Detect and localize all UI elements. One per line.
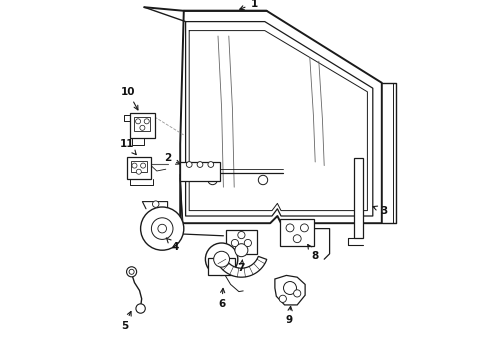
- FancyBboxPatch shape: [126, 157, 151, 179]
- Circle shape: [208, 162, 214, 167]
- Circle shape: [197, 162, 203, 167]
- FancyBboxPatch shape: [131, 161, 147, 172]
- Circle shape: [286, 224, 294, 232]
- Text: 2: 2: [164, 153, 180, 164]
- FancyBboxPatch shape: [134, 117, 150, 131]
- Circle shape: [238, 231, 245, 239]
- Circle shape: [144, 119, 149, 124]
- Circle shape: [214, 251, 229, 267]
- FancyBboxPatch shape: [354, 158, 363, 238]
- Circle shape: [140, 125, 145, 130]
- Circle shape: [300, 224, 308, 232]
- Text: 10: 10: [121, 87, 138, 110]
- Text: 1: 1: [240, 0, 258, 10]
- Circle shape: [258, 175, 268, 185]
- Circle shape: [129, 269, 134, 274]
- Circle shape: [235, 244, 248, 257]
- Circle shape: [141, 163, 146, 168]
- Text: 8: 8: [308, 244, 319, 261]
- Circle shape: [294, 290, 301, 297]
- Text: 7: 7: [238, 260, 245, 273]
- Circle shape: [132, 163, 137, 168]
- Circle shape: [152, 201, 159, 207]
- FancyBboxPatch shape: [180, 162, 220, 181]
- Circle shape: [158, 224, 167, 233]
- Text: 6: 6: [218, 288, 225, 309]
- Circle shape: [186, 162, 192, 167]
- Polygon shape: [275, 275, 305, 305]
- Text: 4: 4: [166, 238, 178, 252]
- Circle shape: [141, 207, 184, 250]
- Circle shape: [136, 119, 141, 124]
- Circle shape: [151, 218, 173, 239]
- Circle shape: [205, 243, 238, 275]
- FancyBboxPatch shape: [130, 113, 155, 138]
- Circle shape: [293, 235, 301, 243]
- Circle shape: [136, 304, 145, 313]
- Text: 11: 11: [120, 139, 136, 154]
- Text: 3: 3: [373, 206, 387, 216]
- Text: 5: 5: [121, 311, 131, 331]
- Circle shape: [208, 175, 217, 185]
- FancyBboxPatch shape: [226, 230, 257, 254]
- FancyBboxPatch shape: [280, 219, 314, 246]
- Circle shape: [284, 282, 296, 294]
- Circle shape: [136, 169, 141, 174]
- FancyBboxPatch shape: [208, 258, 235, 275]
- Circle shape: [279, 295, 286, 302]
- Polygon shape: [216, 256, 267, 277]
- Text: 9: 9: [285, 306, 293, 325]
- Circle shape: [126, 267, 137, 277]
- Circle shape: [245, 239, 251, 247]
- Circle shape: [231, 239, 239, 247]
